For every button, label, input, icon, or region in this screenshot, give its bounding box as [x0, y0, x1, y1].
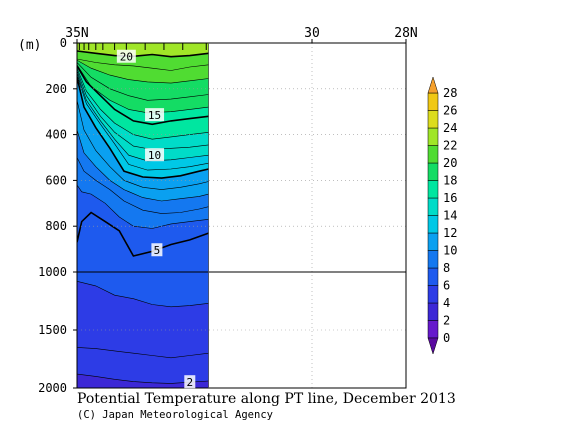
colorbar-tick-label: 12 [443, 226, 457, 240]
colorbar-segment [427, 127, 439, 146]
contour-label-2: 2 [186, 376, 193, 389]
contour-line-bold-5 [77, 211, 209, 257]
y-tick-label: 600 [45, 173, 67, 187]
x-tick-label: 30 [304, 26, 320, 41]
contour-label-15: 15 [148, 109, 161, 122]
colorbar-segment [427, 320, 439, 339]
colorbar-segment [427, 215, 439, 234]
contour-line-11 [77, 75, 209, 171]
colorbar-tick-label: 18 [443, 174, 457, 188]
contour-label-bg [145, 108, 165, 122]
contour-line-18 [77, 59, 209, 84]
colorbar-over-arrow [427, 76, 439, 94]
colorbar-tick-label: 22 [443, 139, 457, 153]
colorbar-tick-label: 14 [443, 209, 457, 223]
contour-line-19 [77, 58, 209, 71]
contour-line-13 [77, 70, 209, 150]
colorbar-tick-label: 10 [443, 244, 457, 258]
contour-line-6 [77, 184, 209, 229]
contour-line-bold-20 [77, 50, 209, 58]
y-tick-label: 400 [45, 128, 67, 142]
colorbar-tick-label: 28 [443, 86, 457, 100]
contour-label-bg [151, 243, 163, 257]
fill-band-4 [77, 281, 209, 388]
chart-title: Potential Temperature along PT line, Dec… [77, 391, 456, 407]
contour-line-17 [77, 62, 209, 101]
contour-label-10: 10 [148, 149, 161, 162]
colorbar-segment [427, 145, 439, 164]
credit-label: (C) Japan Meteorological Agency [77, 409, 273, 421]
colorbar-tick-label: 0 [443, 331, 450, 345]
colorbar-tick-label: 6 [443, 279, 450, 293]
gridline-layer [77, 43, 406, 388]
colorbar-tick-label: 24 [443, 121, 457, 135]
contour-line-12 [77, 72, 209, 162]
y-tick-label: 0 [60, 36, 67, 50]
y-tick-label: 1500 [38, 323, 67, 337]
contour-line-bold-10 [77, 77, 209, 179]
colorbar-segment [427, 250, 439, 269]
contour-line-4 [77, 281, 209, 308]
contour-label-5: 5 [154, 244, 161, 257]
colorbar-tick-label: 8 [443, 261, 450, 275]
colorbar-segment [427, 285, 439, 304]
colorbar-tick-label: 2 [443, 314, 450, 328]
contour-label-layer: 20 15 10 5 2 [116, 49, 196, 389]
y-tick-label: 800 [45, 219, 67, 233]
contour-label-bg [116, 49, 136, 63]
contour-line-9 [77, 100, 209, 190]
colorbar-segment [427, 267, 439, 286]
x-tick-label: 35N [65, 26, 88, 41]
contour-line-layer [77, 50, 209, 384]
colorbar-segment [427, 110, 439, 129]
x-tick-label: 28N [394, 26, 417, 41]
fill-band-2 [77, 374, 209, 388]
colorbar-segment [427, 92, 439, 111]
colorbar-tick-label: 4 [443, 296, 450, 310]
contour-line-3 [77, 347, 209, 359]
contour-line-8 [77, 129, 209, 202]
colorbar-segment [427, 302, 439, 321]
colorbar-under-arrow [427, 337, 439, 355]
y-tick-label: 2000 [38, 381, 67, 395]
contour-line-bold-15 [77, 65, 209, 126]
contour-label-bg [184, 375, 196, 389]
contour-label-bg [145, 148, 165, 162]
y-axis-unit-label: (m) [18, 38, 41, 53]
contour-line-7 [77, 157, 209, 214]
colorbar-segment [427, 197, 439, 216]
plot-frame [76, 42, 407, 389]
colorbar-tick-label: 20 [443, 156, 457, 170]
y-tick-label: 1000 [38, 265, 67, 279]
colorbar-segment [427, 162, 439, 181]
y-tick-label: 200 [45, 82, 67, 96]
colorbar-segment [427, 232, 439, 251]
colorbar-tick-label: 26 [443, 104, 457, 118]
contour-label-20: 20 [120, 51, 133, 64]
colorbar-segment [427, 180, 439, 199]
colorbar-tick-label: 16 [443, 191, 457, 205]
axes-layer: 0 200 400 600 800 1000 1500 2000 35N 30 28N [38, 26, 418, 395]
